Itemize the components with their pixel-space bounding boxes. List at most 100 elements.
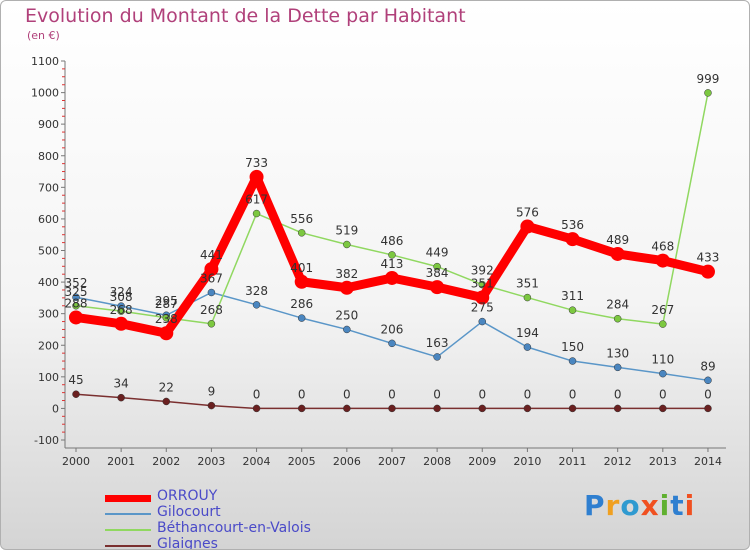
data-label: 0	[569, 387, 577, 401]
y-tick-label: 1000	[31, 87, 59, 100]
data-point	[568, 357, 577, 365]
data-point	[207, 320, 216, 328]
legend-swatch	[105, 495, 151, 502]
data-point	[568, 404, 577, 413]
chart-subtitle: (en €)	[27, 29, 60, 42]
logo-letter: t	[670, 489, 685, 522]
data-label: 352	[65, 276, 88, 290]
x-tick-label: 2001	[107, 455, 135, 468]
data-point	[159, 326, 174, 341]
chart-data-labels: 45 34 22 9 0 0 0 0 0 0 0 0 0 0 0 352 324 295 367 328 286 250 2…	[65, 72, 720, 402]
data-label: 45	[68, 373, 83, 387]
data-point	[478, 404, 487, 413]
data-point	[297, 314, 306, 322]
data-label: 401	[290, 261, 313, 275]
data-point	[433, 353, 441, 361]
data-point	[478, 317, 487, 326]
data-label: 617	[245, 193, 268, 207]
x-tick-label: 2004	[243, 455, 271, 468]
y-tick-label: 400	[38, 276, 59, 289]
data-point	[475, 290, 490, 305]
logo-letter: x	[640, 489, 660, 522]
data-point	[384, 270, 399, 285]
data-point	[114, 316, 129, 331]
data-label: 163	[426, 336, 449, 350]
data-point	[343, 240, 351, 249]
y-tick-label: -100	[34, 434, 59, 447]
data-label: 295	[155, 294, 178, 308]
data-point	[704, 404, 712, 413]
data-label: 449	[426, 246, 449, 260]
y-tick-label: 1100	[31, 55, 59, 68]
data-point	[252, 404, 261, 413]
y-tick-label: 800	[38, 150, 59, 163]
data-label: 382	[335, 267, 358, 281]
x-tick-label: 2002	[152, 455, 180, 468]
data-point	[117, 393, 125, 402]
data-label: 194	[516, 326, 539, 340]
data-label: 468	[651, 240, 674, 254]
data-point	[565, 232, 580, 247]
legend-label: Béthancourt-en-Valois	[157, 520, 311, 536]
data-label: 0	[478, 387, 486, 401]
data-label: 287	[155, 297, 178, 311]
data-point	[69, 310, 83, 325]
data-label: 284	[606, 298, 629, 312]
data-point	[523, 404, 532, 413]
data-point	[700, 264, 715, 279]
data-point	[252, 209, 261, 218]
data-label: 486	[381, 234, 404, 248]
x-tick-label: 2006	[333, 455, 361, 468]
y-tick-label: 500	[38, 245, 59, 258]
data-label: 536	[561, 218, 584, 232]
data-label: 325	[65, 285, 88, 299]
data-label: 413	[381, 257, 404, 271]
x-tick-label: 2005	[288, 455, 316, 468]
y-tick-label: 300	[38, 308, 59, 321]
logo-letter: o	[620, 489, 641, 522]
x-tick-label: 2014	[694, 455, 722, 468]
data-label: 351	[471, 277, 494, 291]
chart-axes: -100010020030040050060070080090010001100…	[31, 55, 726, 468]
data-label: 288	[65, 296, 88, 310]
data-label: 268	[200, 303, 223, 317]
data-point	[659, 404, 667, 413]
x-tick-label: 2010	[513, 455, 541, 468]
data-point	[252, 301, 261, 309]
y-tick-label: 0	[52, 402, 59, 415]
data-label: 999	[697, 72, 720, 86]
data-label: 0	[343, 387, 351, 401]
data-label: 238	[155, 312, 178, 326]
data-label: 392	[471, 264, 494, 278]
legend-label: ORROUY	[157, 488, 218, 504]
data-label: 110	[651, 353, 674, 367]
data-point	[294, 274, 309, 289]
data-point	[704, 376, 712, 385]
data-label: 250	[335, 308, 358, 322]
x-tick-label: 2013	[649, 455, 677, 468]
series-line	[75, 92, 709, 325]
data-label: 367	[200, 272, 223, 286]
data-label: 0	[704, 387, 712, 401]
legend-swatch	[105, 545, 151, 547]
data-label: 351	[516, 277, 539, 291]
data-point	[520, 219, 535, 234]
x-tick-label: 2003	[197, 455, 225, 468]
data-label: 89	[700, 359, 715, 373]
data-point	[162, 397, 171, 406]
logo-letter: i	[659, 489, 671, 522]
data-point	[655, 253, 670, 268]
data-point	[72, 390, 80, 398]
data-point	[204, 262, 219, 277]
data-point	[610, 246, 625, 261]
data-point	[72, 302, 80, 310]
data-label: 275	[471, 301, 494, 315]
legend-swatch	[105, 513, 151, 515]
legend-label: Gilocourt	[157, 504, 221, 520]
logo-letter: r	[605, 489, 621, 522]
data-point	[430, 280, 445, 295]
x-tick-label: 2012	[604, 455, 632, 468]
chart-title: Evolution du Montant de la Dette par Hab…	[25, 5, 466, 27]
